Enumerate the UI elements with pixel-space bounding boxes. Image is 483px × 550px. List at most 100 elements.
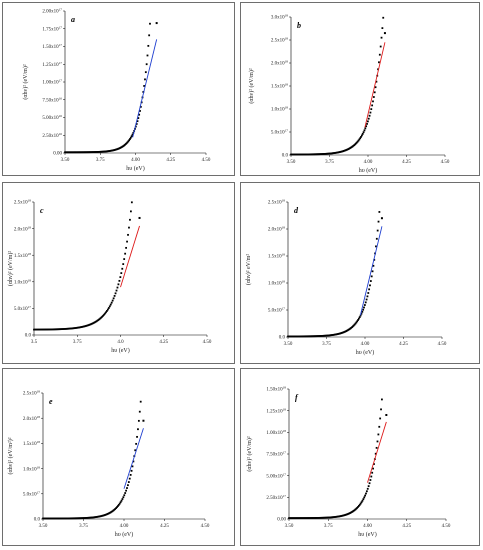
data-point [365,298,368,301]
data-point [46,328,49,331]
y-tick-exponent: 18 [282,280,286,284]
data-point [38,328,41,331]
data-point [371,471,374,474]
data-point [125,246,127,249]
data-point [379,45,382,48]
data-point [120,272,123,274]
data-point [86,516,89,519]
data-point [374,86,377,89]
data-point [107,512,110,515]
y-tick-label: 1.5x1018 [23,440,40,447]
data-point [44,328,47,331]
data-point [48,517,51,520]
data-point [132,460,135,463]
data-point [135,123,138,125]
y-tick-label: 2.5x1018 [271,37,288,44]
x-tick-label: 3.50 [285,524,294,529]
data-point [135,442,138,445]
data-point [54,328,57,331]
data-point [138,113,141,116]
y-tick-mantissa: 2.5x10 [268,201,282,206]
y-tick-label: 1.50x1017 [42,43,62,50]
chart-e: 3.50 3.75 4.00 4.25 4.500.05.0x10171.0x10181… [7,390,210,538]
data-point [375,446,378,449]
data-point [129,474,132,476]
y-tick-mantissa: 7.50x10 [42,98,59,103]
data-point [82,517,85,519]
data-point [36,328,39,331]
data-point-outlier [385,414,388,416]
data-point [72,517,75,520]
data-point [366,487,369,490]
y-tick-mantissa: 5.0x10 [23,493,37,498]
y-tick-mantissa: 1.25x10 [266,409,283,414]
x-tick-label: 3.75 [96,158,105,163]
data-point [65,517,68,520]
data-point [90,323,93,325]
chart-d: 3.50 3.75 4.00 4.25 4.500.05.0x10171.0x10181… [245,199,447,356]
data-point [375,245,377,248]
panel-letter: f [295,393,299,402]
data-point [121,498,124,500]
y-tick-exponent: 18 [37,415,41,419]
data-point [71,517,74,520]
data-point [359,502,362,505]
data-point [53,328,56,331]
data-point [377,68,380,71]
data-point [84,325,87,327]
data-point [37,328,40,331]
y-tick-label: 0.0 [282,154,289,159]
y-tick-mantissa: 1.5x10 [268,255,282,260]
y-axis-title: (αhν)² (eV/m)² [246,436,253,471]
y-tick-mantissa: 2.5x10 [14,201,28,206]
data-point [370,475,373,478]
data-point [134,125,137,128]
y-tick-label: 5.0x1017 [268,307,285,314]
data-point [82,325,85,328]
data-point [109,303,112,306]
x-tick-label: 3.75 [322,342,331,347]
data-point [55,517,58,520]
data-series [64,22,158,154]
x-tick-label: 4.25 [402,160,411,165]
data-point [361,310,364,313]
data-point [378,53,381,56]
data-point [357,319,359,321]
data-point [102,514,105,517]
y-tick-exponent: 18 [285,60,289,64]
data-series [42,400,145,520]
data-point [71,327,74,330]
data-point [53,517,55,520]
x-tick-label: 3.75 [73,340,82,345]
data-point [112,297,115,300]
y-tick-mantissa: 0.0 [34,518,41,523]
data-point [100,316,103,319]
x-tick-label: 3.50 [287,160,296,165]
y-tick-label: 0.0 [279,336,286,341]
y-tick-mantissa: 7.50x10 [266,453,283,458]
data-point-outlier [138,216,141,219]
data-point [144,71,147,74]
data-point [355,321,358,324]
y-tick-label: 0.00 [53,152,62,157]
data-point [379,417,382,420]
data-point [366,123,368,125]
data-point [361,499,364,502]
y-tick-label: 1.75x1017 [42,25,62,32]
y-tick-mantissa: 5.0x10 [14,307,28,312]
data-point [69,327,72,330]
data-point [64,517,66,520]
x-axis-title: hυ (eV) [358,531,376,538]
data-point [85,517,87,519]
data-point [90,516,93,519]
data-point-outlier [155,22,158,25]
data-point [86,324,89,327]
data-point [50,328,53,331]
panel-c: 3.5 3.75 4.0 4.25 4.50 0.0 5.0x1017 1.0x1018 1.5… [2,182,235,364]
y-tick-mantissa: 0.0 [282,154,289,159]
data-point [43,517,46,520]
data-point [104,312,106,315]
data-point [34,328,36,331]
chart-f: 3.50 3.75 4.00 4.25 4.500.002.50x10175.00x10… [246,386,451,538]
data-point [108,512,111,514]
